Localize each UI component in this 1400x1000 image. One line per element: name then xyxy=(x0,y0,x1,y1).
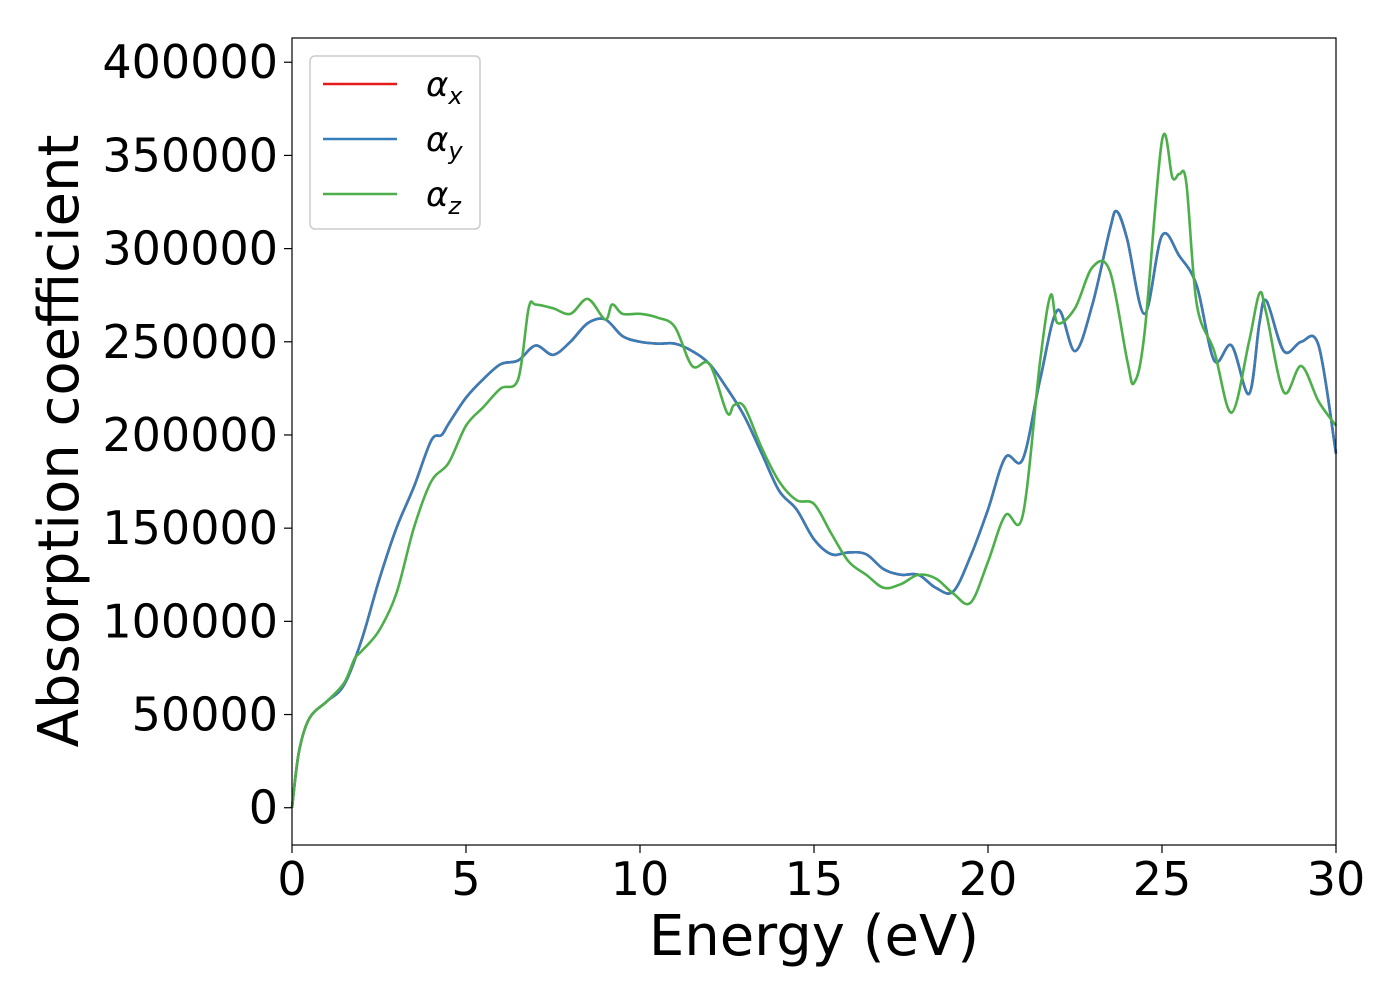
x-axis-title: Energy (eV) xyxy=(649,904,979,969)
series-line-alpha-z xyxy=(290,132,1338,808)
y-tick-label: 200000 xyxy=(102,408,278,462)
series-layer xyxy=(290,132,1338,808)
x-tick-label: 5 xyxy=(451,852,480,906)
x-tick-label: 10 xyxy=(611,852,670,906)
x-tick-label: 20 xyxy=(959,852,1018,906)
y-tick-label: 400000 xyxy=(102,35,278,89)
y-axis-ticks: 0 50000 100000 150000 200000 250000 300000 3500… xyxy=(102,35,292,835)
legend-box xyxy=(309,55,481,230)
series-line-alpha-y xyxy=(290,209,1338,808)
x-tick-label: 25 xyxy=(1133,852,1192,906)
y-tick-label: 250000 xyxy=(102,315,278,369)
y-tick-label: 150000 xyxy=(102,501,278,555)
legend: αx αy αz xyxy=(309,55,481,230)
legend-label-z: αz xyxy=(426,175,462,220)
y-tick-label: 100000 xyxy=(102,594,278,648)
legend-label-x: αx xyxy=(426,65,463,110)
x-tick-label: 30 xyxy=(1307,852,1366,906)
x-tick-label: 15 xyxy=(785,852,844,906)
x-axis-ticks: 0 5 10 15 20 25 30 xyxy=(277,845,1365,906)
y-tick-label: 300000 xyxy=(102,222,278,276)
y-tick-label: 50000 xyxy=(132,688,278,742)
legend-label-y: αy xyxy=(426,120,463,165)
y-axis-title: Absorption coefficient xyxy=(27,135,92,748)
y-tick-label: 350000 xyxy=(102,128,278,182)
y-tick-label: 0 xyxy=(249,781,278,835)
x-tick-label: 0 xyxy=(277,852,306,906)
